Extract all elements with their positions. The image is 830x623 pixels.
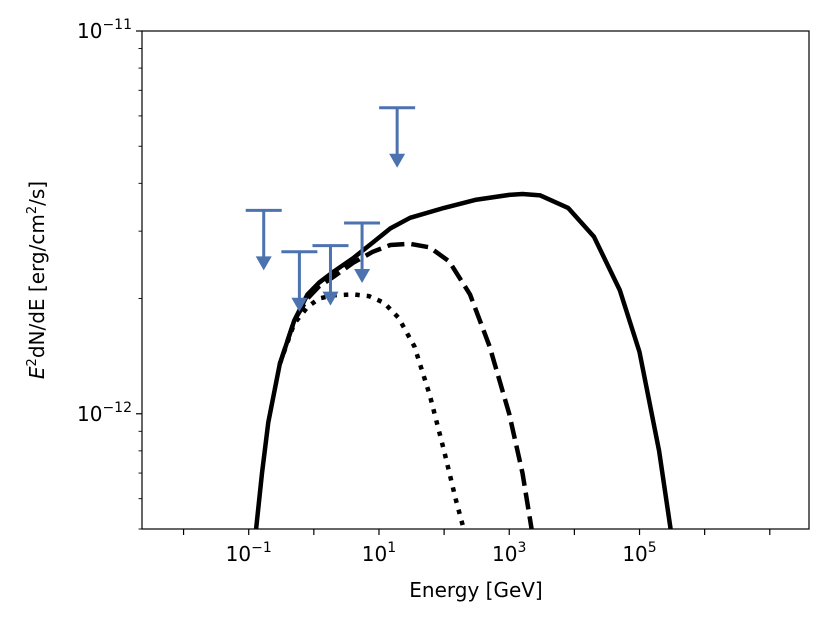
curve-dashed: [277, 241, 534, 529]
x-tick-label: 105: [622, 540, 656, 566]
curve-dotted: [277, 292, 466, 529]
y-tick-label: 10−12: [77, 400, 132, 426]
plot-frame: [141, 30, 810, 530]
y-axis-label: E2dN/dE [erg/cm2/s]: [25, 181, 49, 379]
upper-limit-marker: [344, 221, 381, 284]
upper-limit-marker: [312, 244, 349, 306]
x-axis-label: Energy [GeV]: [409, 578, 542, 602]
x-tick-label: 103: [492, 540, 526, 566]
y-tick-label: 10−11: [77, 17, 132, 43]
x-tick-label: 10−1: [226, 540, 272, 566]
x-tick-label: 101: [362, 540, 396, 566]
upper-limit-marker: [281, 250, 318, 312]
upper-limit-marker: [379, 106, 416, 168]
upper-limit-marker: [245, 208, 282, 271]
